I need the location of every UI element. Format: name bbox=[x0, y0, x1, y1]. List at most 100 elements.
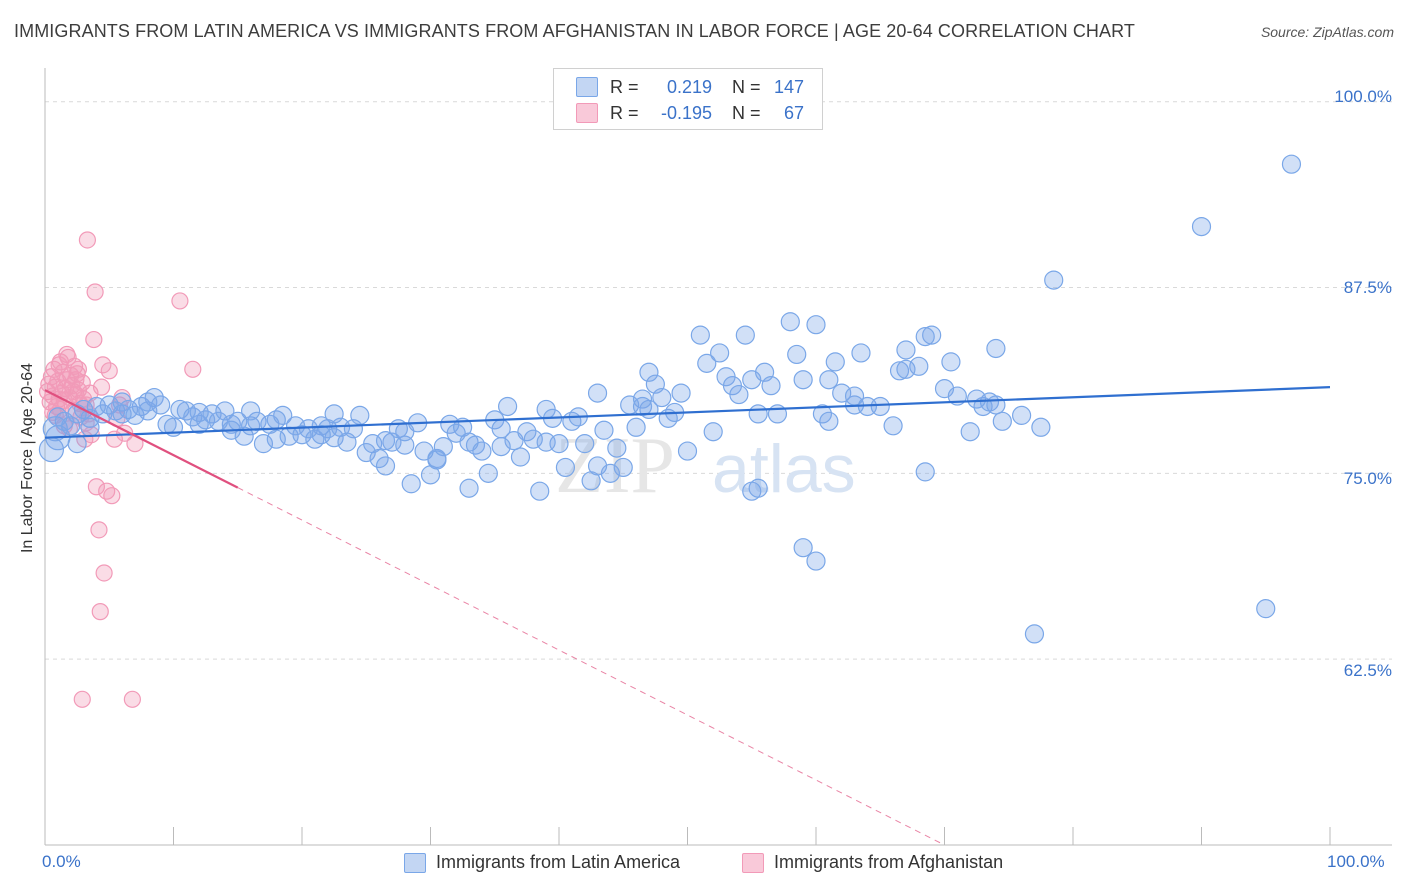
point-latin-america bbox=[587, 383, 608, 403]
point-latin-america bbox=[729, 384, 749, 405]
point-latin-america bbox=[870, 396, 890, 417]
point-latin-america bbox=[395, 422, 415, 442]
point-afghanistan bbox=[92, 378, 111, 396]
point-latin-america bbox=[594, 420, 614, 440]
point-latin-america bbox=[253, 434, 274, 454]
point-latin-america bbox=[241, 401, 261, 421]
point-latin-america bbox=[613, 457, 633, 478]
legend-r-value: -0.195 bbox=[660, 102, 712, 123]
point-latin-america bbox=[780, 312, 800, 332]
point-latin-america bbox=[703, 422, 723, 442]
point-latin-america bbox=[986, 338, 1006, 359]
point-latin-america bbox=[42, 416, 68, 442]
point-latin-america bbox=[941, 352, 961, 372]
point-latin-america bbox=[80, 417, 100, 437]
watermark-atlas: atlas bbox=[712, 431, 856, 507]
point-latin-america bbox=[1256, 599, 1276, 619]
point-latin-america bbox=[986, 395, 1006, 415]
point-latin-america bbox=[555, 457, 576, 478]
legend-r-value: 0.219 bbox=[666, 76, 712, 97]
point-latin-america bbox=[375, 456, 396, 476]
series-latin-america bbox=[38, 154, 1302, 644]
point-afghanistan bbox=[85, 330, 103, 349]
point-latin-america bbox=[761, 376, 781, 396]
y-tick-label: 100.0% bbox=[1334, 87, 1392, 106]
point-afghanistan bbox=[90, 521, 108, 539]
point-latin-america bbox=[369, 448, 389, 469]
point-latin-america bbox=[793, 370, 813, 390]
trend-line-latin-america bbox=[44, 386, 1331, 439]
legend-r-label: R = bbox=[610, 76, 639, 97]
point-latin-america bbox=[825, 352, 845, 372]
point-afghanistan bbox=[67, 371, 85, 389]
point-latin-america bbox=[67, 434, 87, 454]
point-latin-america bbox=[992, 411, 1012, 431]
point-latin-america bbox=[819, 411, 839, 431]
legend-label: Immigrants from Afghanistan bbox=[774, 852, 1004, 872]
point-latin-america bbox=[748, 478, 768, 498]
point-latin-america bbox=[459, 478, 479, 498]
point-latin-america bbox=[478, 463, 498, 483]
point-afghanistan bbox=[103, 487, 121, 505]
legend-label: Immigrants from Latin America bbox=[436, 852, 681, 872]
trend-lines bbox=[44, 386, 1331, 846]
point-latin-america bbox=[889, 361, 910, 381]
point-latin-america bbox=[844, 386, 865, 406]
chart-title: IMMIGRANTS FROM LATIN AMERICA VS IMMIGRA… bbox=[14, 21, 1135, 41]
point-latin-america bbox=[915, 327, 935, 347]
point-latin-america bbox=[324, 404, 344, 424]
point-latin-america bbox=[742, 370, 762, 390]
point-latin-america bbox=[812, 404, 833, 424]
x-tick-label-min: 0.0% bbox=[42, 852, 81, 871]
legend-n-label: N = bbox=[732, 102, 761, 123]
legend-r-label: R = bbox=[610, 102, 639, 123]
point-latin-america bbox=[697, 353, 717, 373]
point-latin-america bbox=[652, 387, 672, 408]
point-latin-america bbox=[536, 432, 556, 452]
legend-row-afghanistan: R = -0.195 N = 67 bbox=[576, 101, 804, 125]
point-afghanistan bbox=[94, 356, 112, 374]
source-label: Source: ZipAtlas.com bbox=[1260, 24, 1394, 40]
legend-swatch-blue bbox=[576, 77, 598, 97]
point-latin-america bbox=[395, 435, 415, 455]
legend-n-label: N = bbox=[732, 76, 761, 97]
point-afghanistan bbox=[73, 690, 91, 708]
point-latin-america bbox=[1011, 405, 1032, 425]
point-afghanistan bbox=[100, 362, 118, 380]
y-axis-label: In Labor Force | Age 20-64 bbox=[19, 362, 36, 554]
point-afghanistan bbox=[87, 478, 106, 496]
legend-swatch-pink bbox=[576, 103, 598, 123]
series-afghanistan bbox=[38, 231, 202, 708]
point-latin-america bbox=[677, 441, 698, 461]
legend-item-latin-america: Immigrants from Latin America bbox=[404, 852, 680, 873]
point-latin-america bbox=[851, 343, 871, 363]
point-latin-america bbox=[883, 416, 903, 436]
point-latin-america bbox=[350, 405, 370, 425]
y-tick-label: 87.5% bbox=[1343, 278, 1392, 297]
point-latin-america bbox=[587, 456, 608, 476]
axes bbox=[44, 68, 1392, 846]
point-latin-america bbox=[632, 396, 653, 417]
x-tick-label-max: 100.0% bbox=[1327, 852, 1385, 871]
correlation-legend: R = 0.219 N = 147 R = -0.195 N = 67 bbox=[553, 68, 823, 130]
point-latin-america bbox=[138, 392, 158, 412]
legend-swatch-blue bbox=[404, 852, 426, 873]
point-latin-america bbox=[639, 362, 659, 382]
point-latin-america bbox=[427, 450, 447, 470]
point-afghanistan bbox=[86, 283, 104, 301]
point-afghanistan bbox=[91, 603, 109, 621]
point-afghanistan bbox=[78, 231, 97, 249]
legend-row-latin-america: R = 0.219 N = 147 bbox=[576, 75, 804, 99]
point-afghanistan bbox=[123, 690, 141, 708]
point-latin-america bbox=[806, 551, 826, 571]
point-latin-america bbox=[510, 447, 531, 467]
point-latin-america bbox=[517, 422, 537, 442]
point-latin-america bbox=[915, 462, 935, 482]
point-latin-america bbox=[690, 325, 710, 345]
point-afghanistan bbox=[184, 360, 202, 378]
legend-n-value: 147 bbox=[773, 76, 804, 97]
point-latin-america bbox=[48, 407, 68, 427]
trend-line-afghanistan-extension bbox=[237, 487, 945, 846]
legend-n-value: 67 bbox=[783, 102, 804, 123]
